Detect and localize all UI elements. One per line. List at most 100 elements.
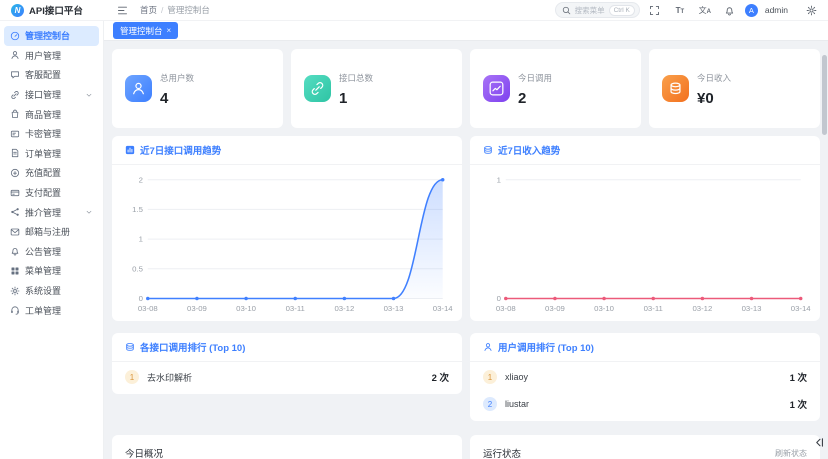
stat-value: 1	[339, 89, 348, 107]
bell-icon[interactable]	[722, 2, 738, 18]
svg-text:03-08: 03-08	[138, 304, 158, 313]
sidebar-item-0[interactable]: 管理控制台	[4, 26, 99, 46]
ranking-row: 2 liustar 1 次	[470, 392, 820, 416]
settings-icon	[10, 286, 20, 296]
svg-text:1: 1	[139, 235, 143, 244]
search-input[interactable]: 搜索菜单 Ctrl K	[554, 2, 640, 18]
gear-icon[interactable]	[803, 2, 819, 18]
announce-icon	[10, 246, 20, 256]
sidebar-item-4[interactable]: 商品管理	[4, 104, 99, 124]
ranking-row: 1 去水印解析 2 次	[112, 365, 462, 389]
sidebar-item-2[interactable]: 客服配置	[4, 65, 99, 85]
scrollbar-thumb[interactable]	[822, 55, 827, 135]
panel-collapse-icon[interactable]	[814, 437, 825, 448]
sidebar-item-7[interactable]: 充值配置	[4, 163, 99, 183]
ranking-card-header: 各接口调用排行 (Top 10)	[112, 333, 462, 362]
menu-grid-icon	[10, 266, 20, 276]
trend-stat-icon	[483, 75, 510, 102]
sidebar-item-5[interactable]: 卡密管理	[4, 124, 99, 144]
sidebar-item-label: 接口管理	[25, 90, 62, 101]
stat-card: 今日收入 ¥0	[649, 49, 820, 128]
sidebar-item-6[interactable]: 订单管理	[4, 144, 99, 164]
goods-icon	[10, 109, 20, 119]
sidebar-item-3[interactable]: 接口管理	[4, 85, 99, 105]
sidebar-item-label: 商品管理	[25, 109, 62, 120]
search-icon	[562, 6, 571, 15]
breadcrumb-separator: /	[161, 5, 164, 15]
tab-label: 管理控制台	[120, 25, 163, 36]
chart-card-header: 近7日接口调用趋势	[112, 136, 462, 165]
sidebar-item-14[interactable]: 工单管理	[4, 300, 99, 320]
svg-text:0: 0	[139, 294, 144, 303]
tab-bar: 管理控制台 ×	[104, 21, 828, 41]
avatar[interactable]: A	[744, 3, 758, 17]
stat-value: 2	[518, 89, 527, 107]
main-content: 总用户数 4 接口总数 1 今日调用 2 今日收入 ¥0 近7日接口调用趋势 0 0.5 1 1.5…	[104, 41, 828, 459]
sidebar-item-9[interactable]: 推介管理	[4, 202, 99, 222]
mail-icon	[10, 227, 20, 237]
sidebar-item-1[interactable]: 用户管理	[4, 46, 99, 66]
breadcrumb-home[interactable]: 首页	[140, 5, 158, 15]
translate-icon[interactable]: 文A	[698, 5, 712, 15]
sidebar-item-8[interactable]: 支付配置	[4, 183, 99, 203]
recharge-icon	[10, 168, 20, 178]
sidebar-item-13[interactable]: 系统设置	[4, 281, 99, 301]
sidebar-item-label: 充值配置	[25, 168, 62, 179]
sidebar-collapse-icon[interactable]	[114, 2, 130, 18]
revenue-stat-icon	[662, 75, 689, 102]
font-size-icon[interactable]: TT	[675, 5, 685, 15]
refresh-status-button[interactable]: 刷新状态	[775, 448, 807, 458]
svg-text:03-14: 03-14	[791, 304, 812, 313]
svg-text:03-13: 03-13	[742, 304, 762, 313]
svg-text:03-09: 03-09	[187, 304, 207, 313]
coin-icon	[483, 145, 493, 155]
close-icon[interactable]: ×	[166, 25, 172, 35]
svg-text:03-08: 03-08	[496, 304, 516, 313]
api-trend-chart-card: 近7日接口调用趋势 0 0.5 1 1.5 2 03-08 03-09 03-10 03-11 0…	[112, 136, 462, 321]
ranking-list: 1 xliaoy 1 次 2 liustar 1 次	[470, 365, 820, 416]
sidebar-item-label: 用户管理	[25, 50, 62, 61]
card-icon	[10, 129, 20, 139]
rank-name: liustar	[505, 399, 530, 409]
payment-icon	[10, 188, 20, 198]
stat-label: 今日收入	[697, 72, 732, 83]
svg-text:2: 2	[139, 175, 143, 184]
sidebar-item-12[interactable]: 菜单管理	[4, 261, 99, 281]
tab-dashboard[interactable]: 管理控制台 ×	[113, 22, 179, 39]
breadcrumb: 首页 / 管理控制台	[140, 4, 210, 16]
fullscreen-icon[interactable]	[647, 2, 663, 18]
sidebar-item-label: 客服配置	[25, 70, 62, 81]
ranking-row: 1 xliaoy 1 次	[470, 365, 820, 389]
sidebar-menu: 管理控制台用户管理客服配置接口管理商品管理卡密管理订单管理充值配置支付配置 推介管…	[0, 26, 103, 320]
chart-card-header: 近7日收入趋势	[470, 136, 820, 165]
stats-row: 总用户数 4 接口总数 1 今日调用 2 今日收入 ¥0	[112, 49, 820, 128]
svg-text:03-10: 03-10	[236, 304, 257, 313]
rank-count: 1 次	[789, 373, 807, 384]
coin-icon	[125, 342, 135, 352]
sidebar-item-label: 卡密管理	[25, 129, 62, 140]
run-status-title: 运行状态	[483, 449, 522, 459]
sidebar-item-label: 系统设置	[25, 286, 62, 297]
sidebar-item-10[interactable]: 邮箱与注册	[4, 222, 99, 242]
run-status-card: 运行状态 刷新状态	[470, 435, 820, 459]
app-title: API接口平台	[29, 6, 83, 17]
svg-text:0: 0	[497, 294, 502, 303]
charts-row: 近7日接口调用趋势 0 0.5 1 1.5 2 03-08 03-09 03-10 03-11 0…	[112, 136, 820, 321]
sidebar-item-label: 订单管理	[25, 148, 62, 159]
chart-title: 近7日接口调用趋势	[140, 146, 222, 157]
svg-text:03-11: 03-11	[286, 304, 305, 313]
brand: N API接口平台	[0, 3, 104, 17]
username-label[interactable]: admin	[764, 5, 788, 15]
sidebar-item-label: 菜单管理	[25, 266, 62, 277]
svg-text:03-13: 03-13	[384, 304, 404, 313]
rank-badge: 2	[483, 397, 497, 411]
svg-text:03-14: 03-14	[433, 304, 454, 313]
ranking-card-header: 用户调用排行 (Top 10)	[470, 333, 820, 362]
svg-text:03-11: 03-11	[644, 304, 663, 313]
ticket-icon	[10, 305, 20, 315]
today-overview-title: 今日概况	[125, 449, 164, 459]
sidebar-item-label: 工单管理	[25, 305, 62, 316]
sidebar-item-label: 公告管理	[25, 246, 62, 257]
revenue-trend-chart: 0 1 03-08 03-09 03-10 03-11 03-12 03-13 03-14	[470, 165, 820, 316]
sidebar-item-11[interactable]: 公告管理	[4, 242, 99, 262]
